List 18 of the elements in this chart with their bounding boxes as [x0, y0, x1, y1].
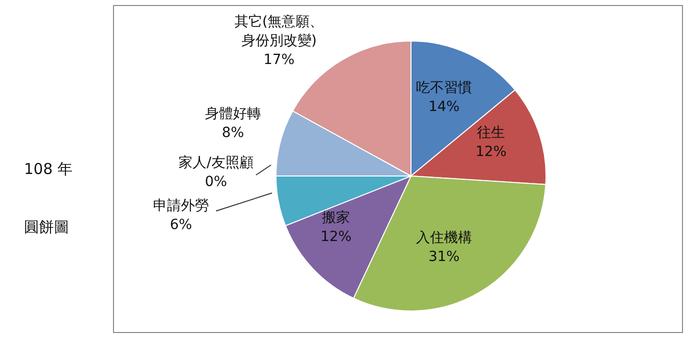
- data-label: 17%: [263, 52, 295, 68]
- slice-label: 吃不習慣: [416, 80, 472, 96]
- data-label: 12%: [475, 144, 507, 160]
- data-label: 8%: [222, 125, 244, 141]
- data-label: 6%: [170, 217, 192, 233]
- slice-label: 往生: [477, 125, 505, 141]
- slice-label: 其它(無意願、身份別改變): [234, 14, 324, 49]
- text: 0%: [204, 174, 228, 190]
- slice-label: 入住機構: [416, 230, 472, 246]
- data-label: 14%: [428, 99, 460, 115]
- slice-label: 身體好轉: [205, 106, 261, 122]
- data-label: 31%: [428, 249, 460, 265]
- data-label: 12%: [320, 229, 352, 245]
- text: 108 年: [24, 160, 72, 179]
- text: 圓餅圖: [24, 218, 69, 237]
- slice-label: 申請外勞: [153, 198, 209, 214]
- slice-label: 搬家: [322, 210, 350, 226]
- legend-label: 家人/友照顧: [178, 155, 254, 171]
